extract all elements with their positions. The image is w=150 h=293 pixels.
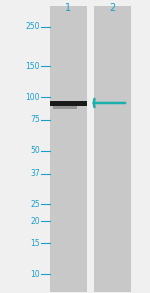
- Text: 1: 1: [65, 3, 71, 13]
- Bar: [50, 6, 87, 292]
- Text: 75: 75: [30, 115, 40, 124]
- Text: 150: 150: [25, 62, 40, 71]
- Text: 250: 250: [25, 23, 40, 31]
- Text: 20: 20: [30, 217, 40, 226]
- Text: 15: 15: [30, 239, 40, 248]
- Text: 10: 10: [30, 270, 40, 279]
- Text: 50: 50: [30, 146, 40, 155]
- Bar: [94, 6, 131, 292]
- Bar: [53, 105, 77, 109]
- Text: 25: 25: [30, 200, 40, 209]
- Bar: [50, 100, 87, 106]
- Text: 100: 100: [25, 93, 40, 102]
- Text: 37: 37: [30, 169, 40, 178]
- Text: 2: 2: [109, 3, 116, 13]
